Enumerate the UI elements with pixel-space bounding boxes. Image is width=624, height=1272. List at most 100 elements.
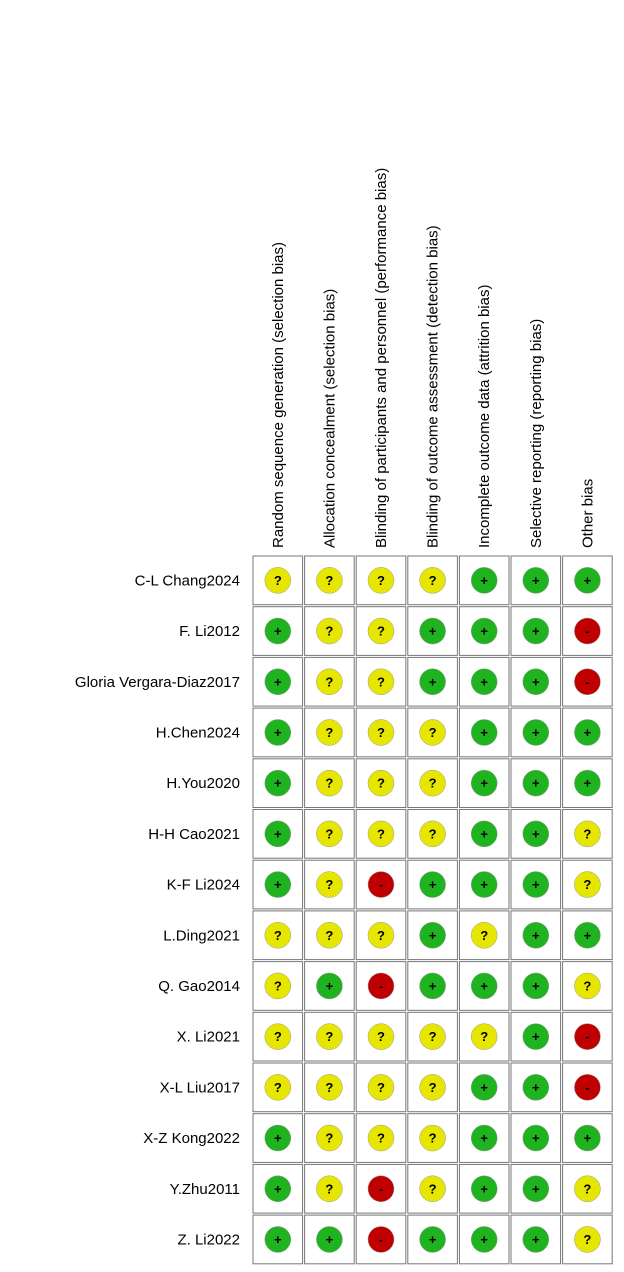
judgement-symbol: +	[429, 928, 437, 943]
judgement-dot	[470, 1023, 498, 1050]
judgement-dot	[470, 1124, 498, 1152]
judgement-symbol: ?	[377, 1080, 385, 1095]
judgement-symbol: ?	[377, 624, 385, 639]
judgement-dot	[470, 668, 498, 695]
judgement-dot	[522, 871, 550, 898]
judgement-dot	[574, 820, 601, 848]
judgement-symbol: ?	[274, 928, 282, 943]
judgement-symbol: +	[532, 776, 540, 791]
judgement-dot	[419, 668, 446, 695]
judgement-dot	[574, 972, 601, 1000]
judgement-dot	[574, 922, 601, 949]
judgement-dot	[316, 1023, 343, 1050]
judgement-symbol: ?	[377, 826, 385, 841]
judgement-symbol: +	[429, 674, 437, 689]
judgement-symbol: +	[532, 1131, 540, 1146]
judgement-symbol: +	[584, 776, 592, 791]
judgement-symbol: ?	[274, 1080, 282, 1095]
judgement-dot	[470, 1175, 498, 1202]
judgement-dot	[574, 617, 601, 645]
judgement-dot	[367, 567, 395, 594]
judgement-dot	[419, 1074, 446, 1101]
study-label: X-L Liu2017	[160, 1079, 240, 1096]
judgement-symbol: +	[274, 826, 282, 841]
judgement-dot	[367, 617, 395, 645]
judgement-dot	[264, 922, 292, 949]
judgement-symbol: +	[429, 624, 437, 639]
judgement-symbol: -	[585, 1029, 589, 1044]
judgement-dot	[316, 668, 343, 695]
judgement-dot	[264, 820, 292, 848]
judgement-symbol: ?	[429, 1181, 437, 1196]
judgement-symbol: ?	[429, 826, 437, 841]
column-header: Incomplete outcome data (attrition bias)	[476, 285, 493, 548]
judgement-dot	[470, 820, 498, 848]
judgement-dot	[316, 1226, 343, 1253]
judgement-dot	[574, 1124, 601, 1152]
study-label: H.You2020	[166, 775, 240, 792]
judgement-symbol: +	[584, 573, 592, 588]
judgement-dot	[470, 871, 498, 898]
judgement-symbol: ?	[429, 573, 437, 588]
judgement-symbol: -	[379, 877, 383, 892]
judgement-dot	[316, 1175, 343, 1202]
judgement-symbol: ?	[429, 1029, 437, 1044]
judgement-symbol: +	[274, 674, 282, 689]
judgement-symbol: -	[379, 1232, 383, 1247]
judgement-symbol: ?	[325, 1080, 333, 1095]
judgement-symbol: +	[480, 877, 488, 892]
judgement-dot	[264, 1074, 292, 1101]
judgement-dot	[574, 567, 601, 594]
judgement-dot	[367, 1175, 395, 1202]
cell	[355, 606, 407, 656]
judgement-dot	[470, 1226, 498, 1253]
judgement-symbol: -	[585, 624, 589, 639]
judgement-symbol: ?	[325, 877, 333, 892]
judgement-dot	[316, 567, 343, 594]
judgement-symbol: +	[429, 877, 437, 892]
judgement-symbol: +	[532, 725, 540, 740]
judgement-dot	[522, 1175, 550, 1202]
column-header: Blinding of participants and personnel (…	[373, 168, 390, 548]
cell	[562, 809, 613, 859]
study-label: Z. Li2022	[177, 1231, 240, 1248]
judgement-dot	[470, 922, 498, 949]
judgement-symbol: +	[532, 877, 540, 892]
judgement-symbol: ?	[377, 1131, 385, 1146]
judgement-dot	[522, 668, 550, 695]
judgement-symbol: +	[532, 1029, 540, 1044]
judgement-symbol: ?	[325, 776, 333, 791]
judgement-symbol: ?	[429, 1131, 437, 1146]
judgement-symbol: +	[480, 674, 488, 689]
judgement-dot	[470, 1074, 498, 1101]
judgement-symbol: ?	[325, 1029, 333, 1044]
cell	[304, 1113, 355, 1163]
judgement-symbol: +	[532, 1080, 540, 1095]
judgement-dot	[419, 972, 446, 1000]
judgement-dot	[264, 871, 292, 898]
judgement-dot	[367, 972, 395, 1000]
judgement-dot	[316, 922, 343, 949]
judgement-dot	[264, 1023, 292, 1050]
judgement-dot	[367, 1074, 395, 1101]
judgement-symbol: ?	[583, 978, 591, 993]
judgement-dot	[419, 871, 446, 898]
judgement-symbol: +	[274, 1181, 282, 1196]
judgement-dot	[574, 1074, 601, 1101]
column-header: Blinding of outcome assessment (detectio…	[425, 225, 442, 548]
judgement-dot	[367, 1124, 395, 1152]
judgement-dot	[522, 1226, 550, 1253]
judgement-dot	[419, 922, 446, 949]
judgement-dot	[470, 769, 498, 797]
judgement-dot	[264, 1226, 292, 1253]
judgement-symbol: ?	[377, 674, 385, 689]
judgement-symbol: ?	[325, 674, 333, 689]
judgement-dot	[367, 1226, 395, 1253]
judgement-dot	[574, 871, 601, 898]
judgement-dot	[470, 617, 498, 645]
judgement-symbol: +	[480, 1181, 488, 1196]
judgement-dot	[316, 769, 343, 797]
judgement-symbol: +	[480, 1080, 488, 1095]
judgement-symbol: ?	[325, 1181, 333, 1196]
judgement-dot	[264, 617, 292, 645]
